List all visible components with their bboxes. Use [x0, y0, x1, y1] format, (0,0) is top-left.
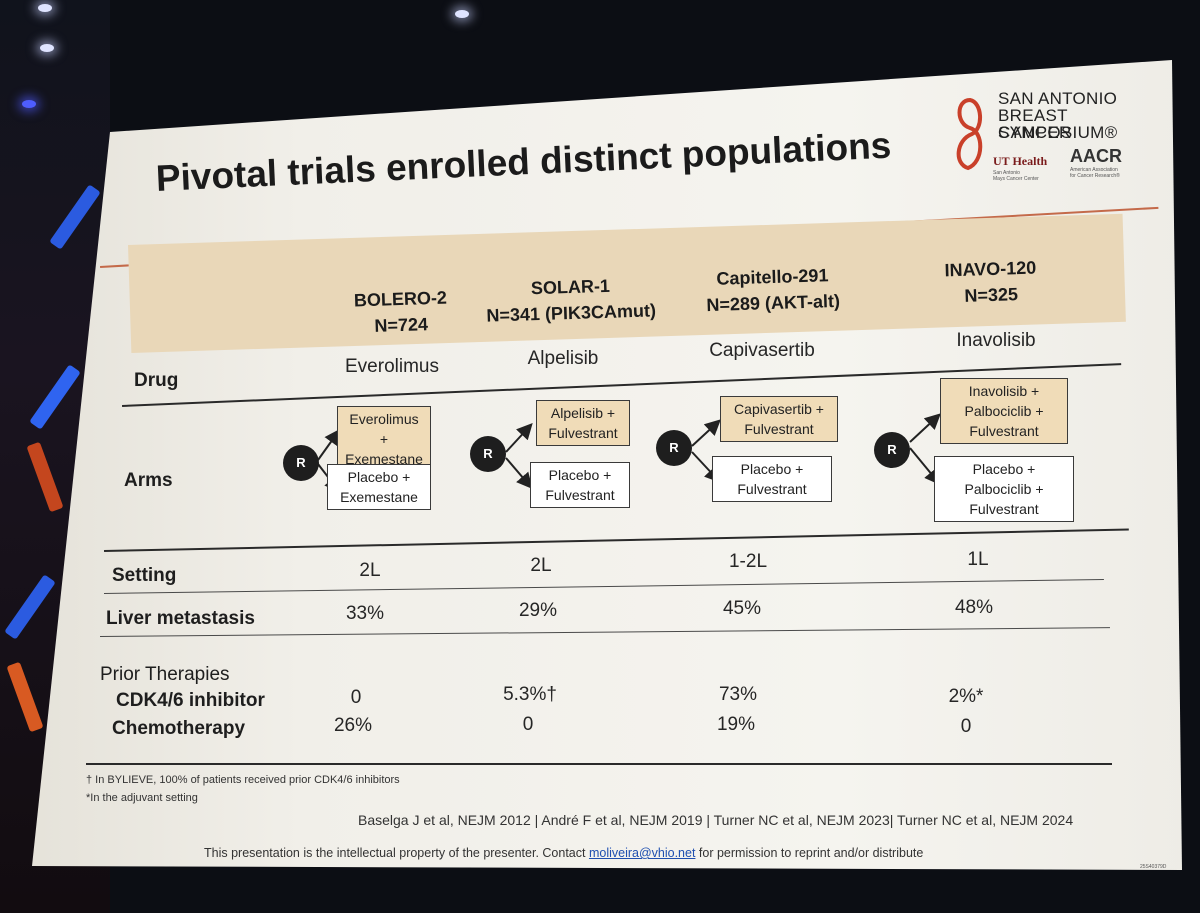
cdk-cell: 73%	[718, 684, 758, 705]
arm-line: Placebo +	[972, 461, 1036, 477]
drug-cell: Everolimus	[345, 356, 439, 377]
cdk-cell: 0	[350, 687, 362, 708]
stage-light-stripe	[29, 364, 81, 430]
chemo-cell: 0	[522, 714, 534, 735]
arm-line: Palbociclib +	[964, 481, 1044, 497]
row-label-setting: Setting	[112, 565, 177, 586]
stage-light-stripe	[4, 574, 56, 640]
row-label-prior: Prior Therapies	[100, 664, 230, 685]
control-arm-box: Placebo + Fulvestrant	[530, 462, 630, 508]
ceiling-light	[40, 44, 54, 52]
notice-text: This presentation is the intellectual pr…	[204, 846, 586, 860]
row-label-arms: Arms	[124, 470, 173, 491]
drug-cell: Alpelisib	[527, 348, 599, 369]
cdk-cell: 2%*	[948, 686, 984, 707]
row-label-liver: Liver metastasis	[106, 608, 255, 629]
arm-line: Everolimus +	[349, 411, 419, 447]
randomization-node: R	[874, 432, 910, 468]
setting-cell: 1L	[967, 549, 989, 570]
control-arm-box: Placebo + Palbociclib + Fulvestrant	[934, 456, 1074, 522]
arm-line: Fulvestrant	[744, 421, 814, 437]
aacr-logo: AACR American Association for Cancer Res…	[1070, 146, 1122, 179]
arm-line: Exemestane	[345, 451, 423, 467]
experimental-arm-box: Inavolisib + Palbociclib + Fulvestrant	[940, 378, 1068, 444]
trial-header-inavo: INAVO-120 N=325	[880, 253, 1102, 312]
ceiling-light	[22, 100, 36, 108]
copyright-notice: This presentation is the intellectual pr…	[204, 846, 923, 860]
randomization-node: R	[656, 430, 692, 466]
row-divider	[104, 579, 1104, 594]
ceiling-light	[455, 10, 469, 18]
arm-line: Placebo +	[740, 461, 804, 477]
logo-line-1: SAN ANTONIO	[998, 89, 1118, 108]
citations: Baselga J et al, NEJM 2012 | André F et …	[358, 812, 1074, 828]
experimental-arm-box: Everolimus + Exemestane	[337, 406, 431, 472]
stage-light-stripe	[6, 661, 44, 733]
arm-line: Fulvestrant	[548, 425, 618, 441]
chemo-cell: 0	[960, 716, 972, 737]
randomization-node: R	[470, 436, 506, 472]
ut-health-text: UT Health	[993, 154, 1048, 168]
setting-cell: 1-2L	[728, 551, 768, 572]
liver-cell: 48%	[954, 597, 994, 618]
slide-code: 25S40379D	[1140, 864, 1167, 870]
footnote-star: *In the adjuvant setting	[86, 792, 198, 804]
arm-line: Fulvestrant	[545, 487, 615, 503]
notice-text: for permission to reprint and/or distrib…	[698, 846, 924, 860]
aacr-sub-2: for Cancer Research®	[1070, 173, 1120, 179]
arm-line: Fulvestrant	[969, 423, 1039, 439]
aacr-sub-1: American Association	[1070, 167, 1118, 173]
ceiling-light	[38, 4, 52, 12]
experimental-arm-box: Alpelisib + Fulvestrant	[536, 400, 630, 446]
chemo-cell: 26%	[333, 715, 373, 736]
ut-health-sub-2: Mays Cancer Center	[993, 176, 1039, 182]
experimental-arm-box: Capivasertib + Fulvestrant	[720, 396, 838, 442]
stage-light-stripe	[26, 441, 64, 513]
trial-header-capitello: Capitello-291 N=289 (AKT-alt)	[662, 261, 884, 320]
footnote-dagger: † In BYLIEVE, 100% of patients received …	[86, 774, 400, 786]
trial-header-solar: SOLAR-1 N=341 (PIK3CAmut)	[460, 271, 682, 330]
randomization-arrows	[505, 423, 533, 490]
row-label-cdk: CDK4/6 inhibitor	[116, 690, 265, 711]
arm-line: Palbociclib +	[964, 403, 1044, 419]
liver-cell: 45%	[722, 598, 762, 619]
randomization-arrows	[909, 413, 941, 486]
arm-line: Placebo +	[347, 469, 411, 485]
arm-line: Capivasertib +	[734, 401, 824, 417]
ut-health-logo: UT Health San Antonio Mays Cancer Center	[993, 152, 1047, 182]
liver-cell: 33%	[345, 603, 385, 624]
aacr-text: AACR	[1070, 146, 1122, 166]
arm-line: Placebo +	[548, 467, 612, 483]
control-arm-box: Placebo + Exemestane	[327, 464, 431, 510]
row-label-chemo: Chemotherapy	[112, 718, 246, 739]
arm-line: Fulvestrant	[737, 481, 807, 497]
logo-line-2: BREAST CANCER	[998, 106, 1072, 142]
symposium-logo: SAN ANTONIO BREAST CANCER SYMPOSIUM® UT …	[948, 88, 1138, 198]
arm-line: Fulvestrant	[969, 501, 1039, 517]
setting-cell: 2L	[530, 555, 552, 576]
arm-line: Exemestane	[340, 489, 418, 505]
slide-title: Pivotal trials enrolled distinct populat…	[155, 124, 893, 199]
liver-cell: 29%	[518, 600, 558, 621]
logo-line-3: SYMPOSIUM®	[998, 123, 1118, 142]
setting-cell: 2L	[359, 560, 381, 581]
ribbon-logo-icon	[956, 97, 983, 171]
drug-cell: Inavolisib	[956, 330, 1036, 351]
chemo-cell: 19%	[716, 714, 756, 735]
arm-line: Inavolisib +	[968, 383, 1040, 399]
table-bottom-rule	[86, 763, 1112, 765]
randomization-node: R	[283, 445, 319, 481]
control-arm-box: Placebo + Fulvestrant	[712, 456, 832, 502]
contact-email-link[interactable]: moliveira@vhio.net	[588, 846, 696, 860]
arm-line: Alpelisib +	[550, 405, 616, 421]
ut-health-sub-1: San Antonio	[993, 170, 1020, 176]
cdk-cell: 5.3%†	[503, 684, 557, 705]
row-label-drug: Drug	[134, 370, 179, 391]
drug-cell: Capivasertib	[709, 340, 815, 361]
stage-light-stripe	[49, 184, 101, 250]
